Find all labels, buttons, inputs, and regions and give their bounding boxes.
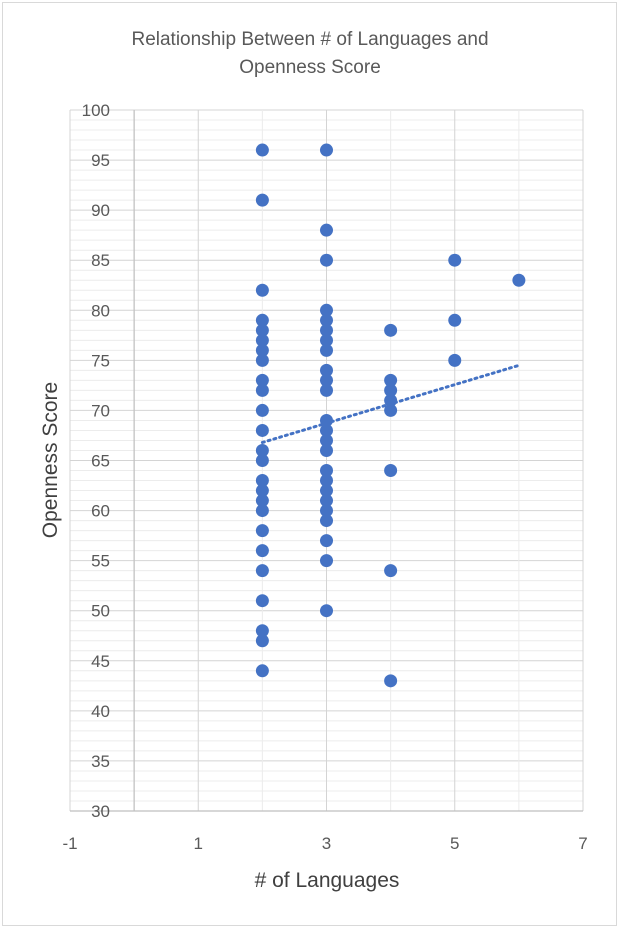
gridlines <box>69 109 584 812</box>
data-point <box>320 143 333 157</box>
data-point <box>255 353 269 367</box>
data-point <box>320 494 333 508</box>
data-point <box>255 343 269 357</box>
y-tick-label: 35 <box>91 752 110 771</box>
y-tick-label: 70 <box>91 401 110 420</box>
data-point <box>320 423 333 437</box>
y-tick-label: 80 <box>91 301 110 320</box>
x-tick-label: 1 <box>194 834 203 853</box>
chart-title-line-1: Relationship Between # of Languages and <box>131 29 488 50</box>
data-point <box>320 443 333 457</box>
data-point <box>384 403 398 417</box>
data-point <box>320 303 333 317</box>
data-point <box>320 253 333 267</box>
data-point <box>255 504 269 518</box>
data-point <box>320 373 333 387</box>
data-point <box>255 323 269 337</box>
data-point <box>384 393 398 407</box>
data-point <box>448 313 462 327</box>
x-tick-label: 3 <box>322 834 331 853</box>
data-point <box>255 474 269 488</box>
data-point <box>255 664 269 678</box>
chart-title-line-2: Openness Score <box>239 57 381 78</box>
data-point <box>384 383 398 397</box>
data-point <box>320 383 333 397</box>
data-point <box>255 564 269 578</box>
data-point <box>255 373 269 387</box>
data-point <box>255 383 269 397</box>
x-tick-label: 5 <box>450 834 459 853</box>
data-point <box>384 464 398 478</box>
y-tick-label: 60 <box>91 502 110 521</box>
y-tick-label: 90 <box>91 201 110 220</box>
data-point <box>320 514 333 528</box>
data-point <box>255 283 269 297</box>
data-point <box>448 353 462 367</box>
data-points <box>255 143 526 688</box>
data-point <box>384 564 398 578</box>
data-point <box>512 273 526 287</box>
data-point <box>320 504 333 518</box>
data-point <box>255 313 269 327</box>
data-point <box>320 604 333 618</box>
y-tick-label: 30 <box>91 802 110 821</box>
data-point <box>255 143 269 157</box>
data-point <box>320 534 333 548</box>
x-axis-title: # of Languages <box>255 869 400 892</box>
data-point <box>384 323 398 337</box>
data-point <box>320 484 333 498</box>
data-point <box>255 454 269 467</box>
data-point <box>320 474 333 488</box>
data-point <box>320 313 333 327</box>
data-point <box>255 403 269 417</box>
data-point <box>255 624 269 638</box>
x-tick-label: -1 <box>62 834 77 853</box>
x-tick-label: 7 <box>578 834 587 853</box>
data-point <box>320 363 333 377</box>
data-point <box>255 494 269 508</box>
data-point <box>320 464 333 478</box>
y-tick-label: 65 <box>91 452 110 471</box>
y-tick-label: 95 <box>91 151 110 170</box>
y-tick-label: 55 <box>91 552 110 571</box>
data-point <box>255 634 269 648</box>
y-axis-title: Openness Score <box>39 382 62 538</box>
y-tick-label: 45 <box>91 652 110 671</box>
data-point <box>255 484 269 498</box>
data-point <box>255 594 269 608</box>
y-tick-label: 40 <box>91 702 110 721</box>
data-point <box>255 193 269 207</box>
data-point <box>255 524 269 538</box>
data-point <box>320 323 333 337</box>
data-point <box>320 223 333 237</box>
data-point <box>320 333 333 347</box>
data-point <box>255 333 269 347</box>
y-tick-label: 50 <box>91 602 110 621</box>
data-point <box>448 253 462 267</box>
data-point <box>255 544 269 558</box>
data-point <box>320 413 333 427</box>
data-point <box>255 443 269 457</box>
y-tick-label: 75 <box>91 351 110 370</box>
data-point <box>320 343 333 357</box>
data-point <box>384 373 398 387</box>
data-point <box>320 433 333 447</box>
data-point <box>320 554 333 568</box>
data-point <box>384 674 398 688</box>
y-tick-label: 100 <box>82 101 110 120</box>
data-point <box>255 423 269 437</box>
y-tick-label: 85 <box>91 251 110 270</box>
